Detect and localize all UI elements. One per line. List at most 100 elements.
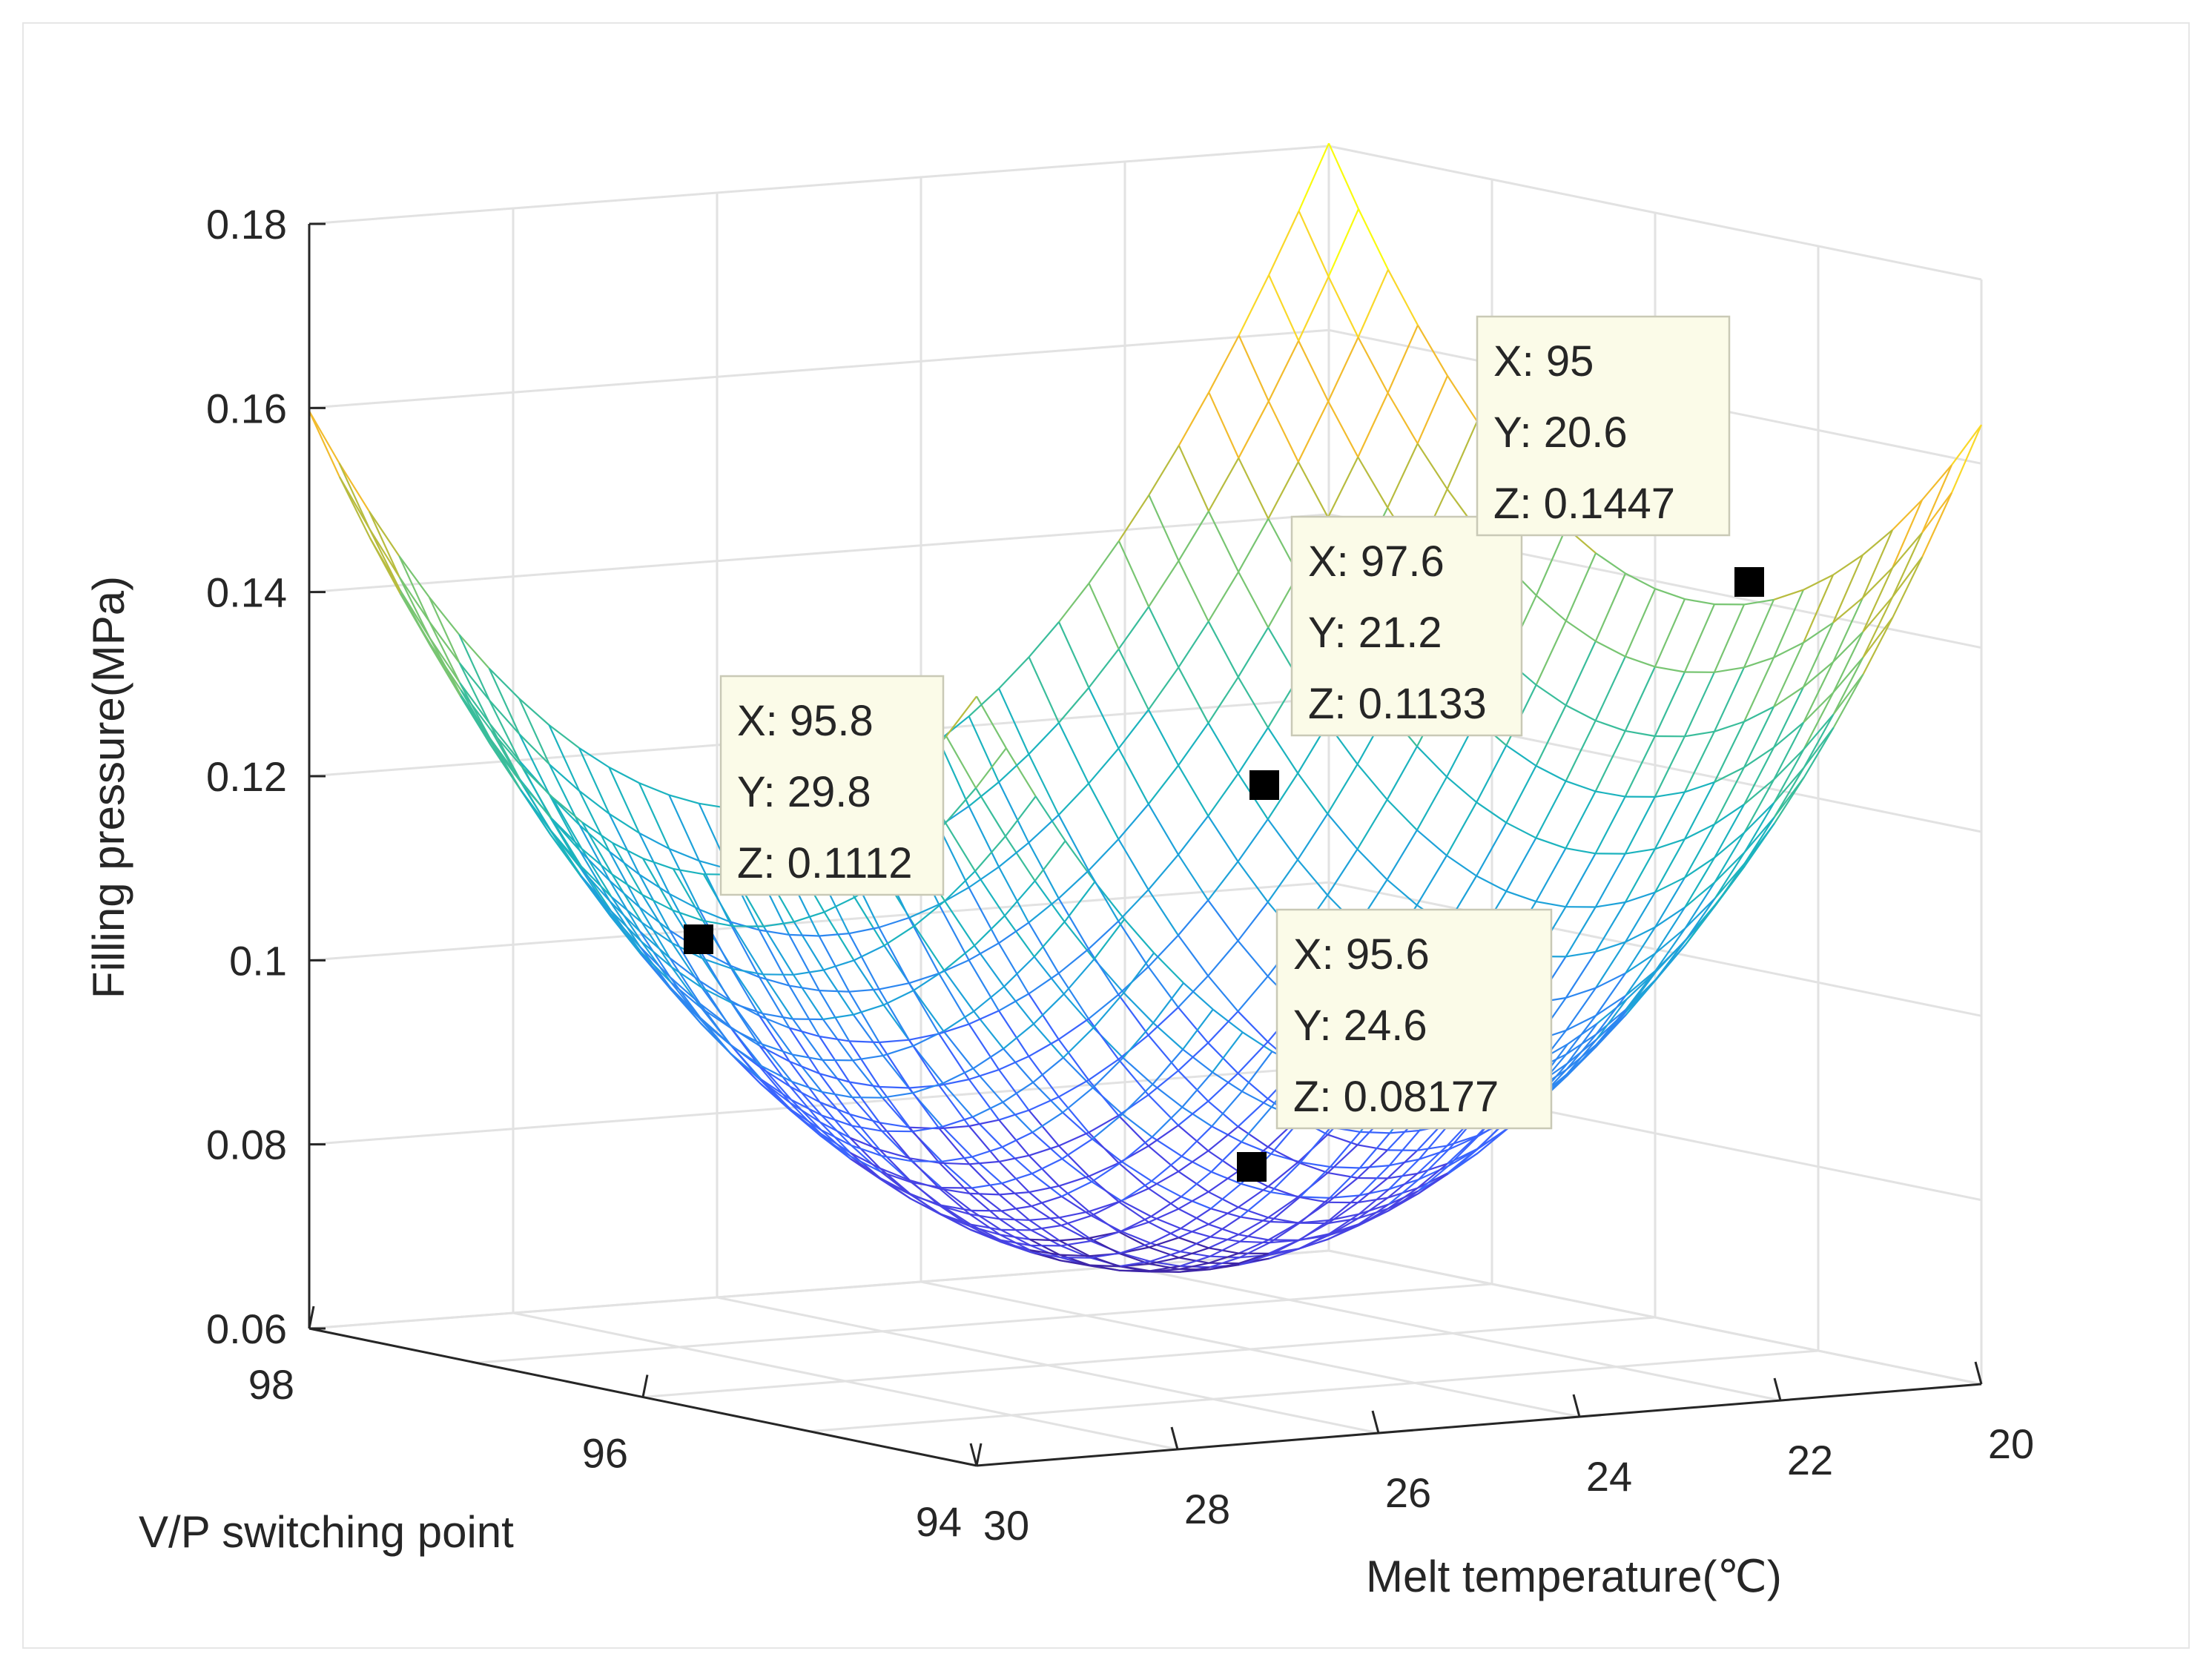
surface-mesh-line	[1207, 815, 1239, 862]
surface-mesh-line	[1624, 796, 1656, 855]
surface-mesh-line	[1121, 1136, 1153, 1163]
surface-mesh-line	[640, 953, 672, 990]
surface-mesh-line	[939, 1078, 970, 1087]
surface-mesh-line	[1030, 1229, 1062, 1247]
surface-mesh-line	[1535, 684, 1567, 707]
surface-mesh-line	[1328, 1213, 1360, 1235]
surface-mesh-line	[1117, 1093, 1149, 1116]
surface-mesh-line	[1951, 424, 1982, 466]
surface-mesh-line	[1209, 1240, 1241, 1257]
surface-mesh-line	[1803, 661, 1834, 688]
datatip-box-3[interactable]	[1275, 908, 1553, 1130]
surface-mesh-line	[1327, 400, 1359, 458]
y-axis-line	[976, 1383, 1982, 1467]
surface-mesh-line	[1034, 840, 1066, 881]
surface-mesh-line	[1240, 1216, 1270, 1223]
surface-mesh-line	[1654, 906, 1686, 928]
surface-mesh-line	[1476, 875, 1507, 893]
surface-mesh-line	[1327, 1144, 1358, 1174]
surface-mesh-line	[998, 688, 1030, 755]
surface-mesh-line	[1565, 1014, 1597, 1031]
surface-mesh-line	[1089, 1201, 1120, 1213]
surface-mesh-line	[1684, 781, 1715, 793]
surface-mesh-line	[910, 1197, 942, 1215]
surface-mesh-line	[998, 1119, 1030, 1157]
surface-mesh-line	[1357, 456, 1389, 509]
surface-mesh-line	[611, 873, 643, 923]
surface-mesh-line	[730, 1045, 762, 1067]
surface-mesh-line	[1002, 1102, 1034, 1134]
surface-mesh-line	[1208, 1234, 1239, 1249]
surface-mesh-line	[1029, 1219, 1060, 1242]
datatip-box-2[interactable]	[1476, 315, 1731, 537]
surface-mesh-line	[822, 969, 854, 1016]
x-tick-label-1: 96	[582, 1430, 628, 1477]
surface-mesh-line	[1088, 747, 1120, 784]
surface-mesh-line	[1002, 1082, 1034, 1103]
surface-mesh-line	[1092, 992, 1125, 1029]
surface-mesh-line	[1241, 1050, 1273, 1092]
surface-mesh-line	[1773, 589, 1804, 600]
surface-mesh-line	[1803, 622, 1834, 688]
surface-mesh-line	[638, 832, 670, 850]
surface-mesh-line	[428, 596, 460, 664]
datatip-box-1[interactable]	[1290, 515, 1523, 737]
surface-mesh-line	[1832, 673, 1864, 728]
surface-mesh-line	[759, 929, 790, 936]
y-tick-label-2: 24	[1586, 1453, 1632, 1500]
surface-mesh-line	[793, 911, 825, 923]
datatip-marker-1[interactable]	[1249, 770, 1279, 800]
surface-mesh-line	[610, 896, 643, 924]
surface-mesh-line	[550, 817, 583, 850]
surface-mesh-line	[1624, 892, 1656, 943]
surface-mesh-line	[968, 1023, 1000, 1071]
surface-mesh-line	[968, 1079, 1000, 1121]
surface-mesh-line	[1595, 552, 1626, 575]
surface-mesh-line	[1359, 1165, 1390, 1169]
surface-mesh-line	[762, 973, 793, 976]
surface-mesh-line	[1416, 1145, 1448, 1174]
surface-mesh-line	[819, 1121, 851, 1139]
surface-mesh-line	[1386, 830, 1418, 881]
surface-mesh-line	[609, 850, 640, 876]
surface-mesh-line	[1117, 889, 1149, 922]
surface-mesh-line	[732, 968, 764, 1014]
surface-mesh-line	[880, 1171, 912, 1183]
datatip-marker-2[interactable]	[1734, 567, 1764, 597]
surface-mesh-line	[1237, 676, 1269, 729]
surface-mesh-line	[1297, 1161, 1328, 1174]
axes-layer: 0.06 0.08 0.1 0.12 0.14 0.16 0.18 94 96 98 20 22 24 2…	[206, 201, 2034, 1549]
surface-mesh-line	[1088, 687, 1120, 749]
surface-mesh-line	[398, 555, 431, 623]
datatip-box-0[interactable]	[719, 675, 945, 896]
surface-mesh-line	[968, 687, 1000, 718]
surface-mesh-line	[638, 833, 670, 895]
surface-mesh-line	[1505, 821, 1536, 839]
surface-mesh-line	[1088, 1131, 1120, 1164]
y-tick-5	[969, 1443, 978, 1466]
surface-mesh-line	[1447, 1135, 1478, 1147]
surface-mesh-line	[1416, 443, 1448, 490]
surface-mesh-line	[1654, 838, 1686, 893]
surface-mesh-line	[1058, 1131, 1089, 1147]
surface-mesh-line	[942, 1068, 974, 1085]
datatip-marker-0[interactable]	[684, 924, 713, 954]
surface-mesh-line	[1596, 999, 1628, 1040]
surface-mesh-line	[1058, 948, 1089, 974]
surface-mesh-line	[1063, 959, 1095, 995]
surface-mesh-line	[974, 836, 1006, 872]
surface-mesh-line	[1207, 722, 1239, 775]
datatip-0-line-0: X: 95.8	[737, 697, 874, 745]
surface-mesh-line	[641, 921, 673, 944]
surface-mesh-line	[641, 941, 673, 968]
surface-mesh-line	[1001, 1205, 1032, 1212]
surface-mesh-line	[970, 1228, 1001, 1241]
surface-mesh-line	[1182, 1048, 1213, 1073]
datatip-2-line-2: Z: 0.1447	[1493, 480, 1675, 528]
surface-mesh-line	[1743, 801, 1775, 833]
surface-mesh-line	[1060, 1257, 1091, 1259]
datatip-marker-3[interactable]	[1237, 1152, 1267, 1182]
surface-mesh-line	[790, 1110, 822, 1137]
surface-mesh-line	[1120, 1200, 1152, 1217]
surface-mesh-line	[1418, 1165, 1449, 1181]
